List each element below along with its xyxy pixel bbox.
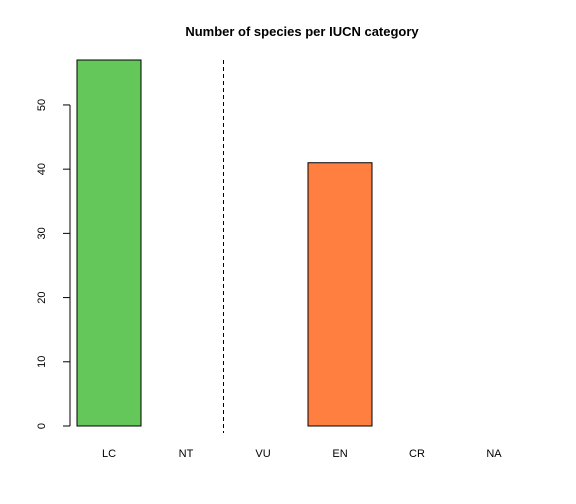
x-axis-labels: LC NT VU EN CR NA (102, 448, 502, 460)
y-tick-label: 0 (36, 423, 48, 429)
x-tick-label-na: NA (486, 448, 502, 460)
chart-title: Number of species per IUCN category (185, 24, 419, 39)
x-tick-label-en: EN (332, 448, 347, 460)
bars (76, 59, 373, 427)
x-tick-label-vu: VU (255, 448, 270, 460)
y-tick-label: 40 (36, 163, 48, 175)
bar-en (307, 162, 373, 427)
x-tick-label-cr: CR (409, 448, 425, 460)
x-tick-label-lc: LC (102, 448, 116, 460)
x-tick-label-nt: NT (179, 448, 194, 460)
y-tick-label: 10 (36, 356, 48, 368)
y-tick-label: 50 (36, 99, 48, 111)
y-axis: 0 10 20 30 40 50 (36, 99, 71, 429)
y-tick-label: 20 (36, 291, 48, 303)
bar-lc (76, 59, 142, 427)
y-tick-label: 30 (36, 227, 48, 239)
